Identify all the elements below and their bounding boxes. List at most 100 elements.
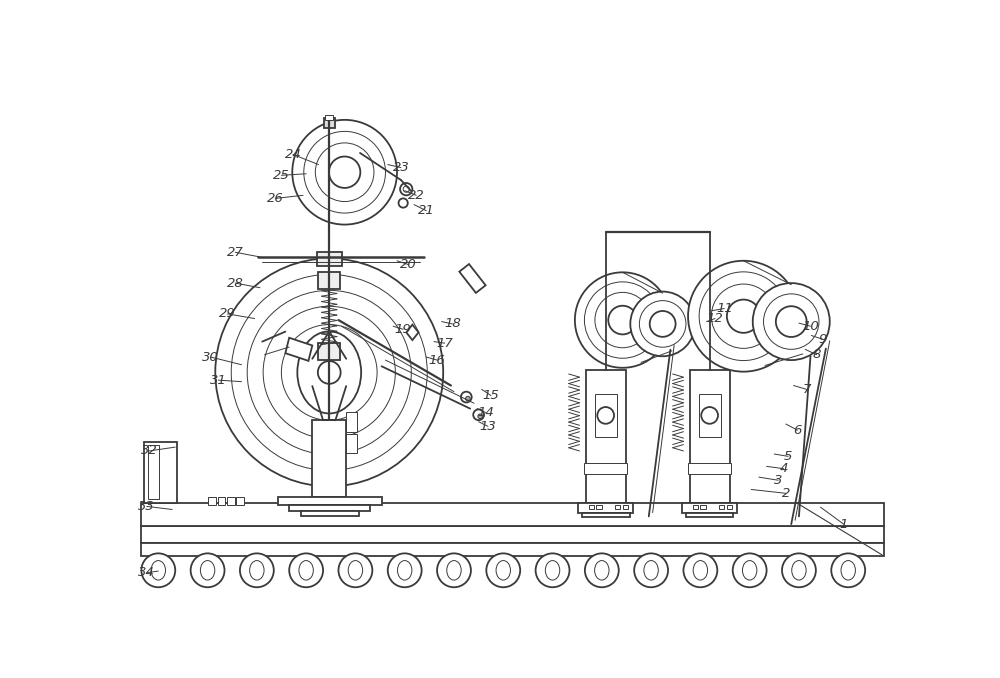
Circle shape [683, 553, 717, 587]
Text: 20: 20 [400, 258, 417, 271]
Text: 2: 2 [782, 487, 790, 500]
Ellipse shape [595, 561, 609, 580]
Circle shape [639, 300, 686, 347]
Text: 13: 13 [479, 420, 496, 433]
Bar [141, 543, 884, 556]
Text: 21: 21 [418, 204, 435, 217]
Text: 19: 19 [395, 323, 412, 336]
Text: 3: 3 [774, 474, 782, 487]
Text: 23: 23 [392, 161, 409, 174]
Circle shape [711, 284, 776, 348]
Circle shape [764, 294, 819, 349]
Circle shape [329, 157, 360, 188]
Polygon shape [406, 325, 419, 340]
Circle shape [247, 290, 411, 454]
Ellipse shape [447, 561, 461, 580]
Circle shape [281, 325, 377, 420]
Circle shape [831, 553, 865, 587]
Text: 11: 11 [716, 302, 733, 315]
Ellipse shape [297, 332, 361, 414]
Circle shape [403, 186, 409, 193]
Text: 9: 9 [819, 333, 827, 346]
Text: 26: 26 [267, 192, 284, 205]
Circle shape [478, 414, 482, 418]
Ellipse shape [398, 561, 412, 580]
Bar [312, 420, 346, 497]
Circle shape [399, 199, 408, 207]
Bar [595, 394, 617, 437]
Text: 31: 31 [210, 374, 227, 386]
Bar [700, 505, 706, 509]
Circle shape [634, 553, 668, 587]
Text: 10: 10 [802, 320, 819, 333]
Circle shape [191, 553, 225, 587]
Bar [719, 505, 724, 509]
Bar [693, 505, 698, 509]
Bar [317, 252, 342, 266]
Circle shape [466, 396, 470, 401]
Circle shape [240, 553, 274, 587]
Bar [584, 463, 627, 474]
Text: 18: 18 [444, 317, 461, 330]
Circle shape [141, 553, 175, 587]
Circle shape [437, 553, 471, 587]
Bar [346, 434, 357, 454]
Circle shape [608, 306, 637, 334]
Polygon shape [285, 338, 312, 361]
Ellipse shape [693, 561, 708, 580]
Bar [218, 497, 225, 505]
Text: 1: 1 [839, 517, 848, 531]
Circle shape [733, 553, 767, 587]
Bar [615, 505, 620, 509]
Circle shape [782, 553, 816, 587]
Ellipse shape [841, 561, 855, 580]
Bar [144, 442, 177, 503]
Circle shape [776, 306, 807, 337]
Ellipse shape [348, 561, 363, 580]
Text: 34: 34 [138, 566, 155, 579]
Bar [227, 497, 235, 505]
Text: 16: 16 [429, 354, 445, 367]
Text: 12: 12 [707, 312, 723, 325]
Circle shape [231, 275, 427, 471]
Ellipse shape [151, 561, 165, 580]
Bar [301, 511, 358, 516]
Text: 24: 24 [285, 148, 301, 161]
Text: 30: 30 [202, 351, 219, 363]
Bar [346, 412, 357, 432]
Bar [589, 505, 594, 509]
Circle shape [400, 183, 412, 195]
Circle shape [585, 553, 619, 587]
Circle shape [263, 306, 395, 439]
Bar [682, 503, 737, 513]
Text: 28: 28 [227, 277, 244, 290]
Circle shape [215, 258, 443, 486]
Ellipse shape [299, 561, 313, 580]
Bar [596, 505, 602, 509]
Bar [324, 119, 335, 127]
Text: 22: 22 [408, 188, 425, 202]
Circle shape [486, 553, 520, 587]
Circle shape [388, 553, 422, 587]
Circle shape [461, 392, 472, 403]
Bar [289, 505, 370, 511]
Circle shape [304, 132, 385, 213]
Circle shape [630, 292, 695, 356]
Bar [278, 497, 382, 505]
Bar [699, 394, 721, 437]
Ellipse shape [200, 561, 215, 580]
Circle shape [699, 272, 788, 361]
Bar [578, 503, 633, 513]
Circle shape [315, 143, 374, 201]
Bar [325, 115, 333, 120]
Bar [690, 370, 730, 503]
Circle shape [595, 292, 650, 348]
Ellipse shape [545, 561, 560, 580]
Ellipse shape [250, 561, 264, 580]
Bar [141, 526, 884, 543]
Circle shape [727, 300, 760, 333]
Text: 33: 33 [138, 500, 155, 513]
Text: 5: 5 [784, 450, 792, 463]
Ellipse shape [496, 561, 510, 580]
Text: 29: 29 [219, 307, 236, 321]
